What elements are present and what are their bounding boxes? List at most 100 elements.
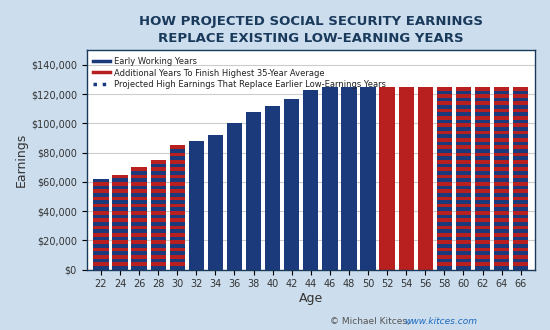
Bar <box>342 87 356 270</box>
Bar <box>494 123 509 127</box>
Bar <box>494 145 509 149</box>
Bar <box>437 90 452 94</box>
Bar <box>169 204 185 208</box>
Bar <box>475 259 490 262</box>
Bar <box>494 237 509 240</box>
Bar <box>475 237 490 240</box>
Bar <box>475 149 490 153</box>
Bar <box>112 215 128 218</box>
Bar <box>94 200 108 204</box>
Bar <box>112 259 128 262</box>
Bar <box>151 189 166 193</box>
Bar <box>94 211 108 215</box>
Bar <box>494 94 509 98</box>
Bar <box>494 266 509 270</box>
Bar <box>437 200 452 204</box>
Bar <box>513 120 529 123</box>
Bar <box>437 222 452 226</box>
Bar <box>189 141 204 270</box>
Bar <box>456 123 471 127</box>
Bar <box>169 259 185 262</box>
Bar <box>494 175 509 178</box>
Bar <box>151 240 166 244</box>
Bar <box>94 215 108 218</box>
Bar <box>494 149 509 153</box>
Bar <box>437 266 452 270</box>
Bar <box>131 262 147 266</box>
Bar <box>456 127 471 131</box>
Bar <box>475 218 490 222</box>
Bar <box>417 87 433 270</box>
Bar <box>456 171 471 175</box>
Bar <box>94 266 108 270</box>
Bar <box>456 145 471 149</box>
Bar <box>169 237 185 240</box>
Bar <box>169 171 185 175</box>
Bar <box>437 218 452 222</box>
Bar <box>169 226 185 229</box>
Bar <box>513 116 529 120</box>
Bar <box>456 233 471 237</box>
Bar <box>151 237 166 240</box>
Bar <box>284 99 299 270</box>
Bar <box>494 226 509 229</box>
Bar <box>456 138 471 142</box>
Bar <box>131 244 147 248</box>
Bar <box>227 123 242 270</box>
Bar <box>475 145 490 149</box>
Bar <box>131 255 147 259</box>
Bar <box>494 196 509 200</box>
Bar <box>494 131 509 134</box>
Bar <box>169 222 185 226</box>
Bar <box>456 116 471 120</box>
Bar <box>151 244 166 248</box>
Bar <box>513 131 529 134</box>
Bar <box>169 185 185 189</box>
Bar <box>513 94 529 98</box>
Bar <box>513 134 529 138</box>
Bar <box>513 123 529 127</box>
Bar <box>169 240 185 244</box>
Bar <box>456 149 471 153</box>
Bar <box>475 98 490 102</box>
Bar <box>475 196 490 200</box>
Bar <box>169 211 185 215</box>
Bar <box>456 160 471 164</box>
Bar <box>494 127 509 131</box>
Bar <box>151 185 166 189</box>
Bar <box>494 211 509 215</box>
Bar <box>513 196 529 200</box>
Bar <box>112 229 128 233</box>
Bar <box>169 160 185 164</box>
Bar <box>456 251 471 255</box>
Bar <box>94 196 108 200</box>
Bar <box>94 251 108 255</box>
Bar <box>475 182 490 185</box>
Bar <box>94 259 108 262</box>
Bar <box>437 153 452 156</box>
Bar <box>169 229 185 233</box>
Bar <box>112 244 128 248</box>
Bar <box>151 262 166 266</box>
Bar <box>94 262 108 266</box>
Bar <box>169 215 185 218</box>
Bar <box>494 248 509 251</box>
Bar <box>456 211 471 215</box>
Bar <box>112 218 128 222</box>
Bar <box>475 175 490 178</box>
Bar <box>456 208 471 211</box>
Bar <box>456 240 471 244</box>
Bar <box>475 142 490 145</box>
Y-axis label: Earnings: Earnings <box>15 133 28 187</box>
Bar <box>513 222 529 226</box>
Bar <box>494 120 509 123</box>
Bar <box>151 255 166 259</box>
Bar <box>437 178 452 182</box>
Bar <box>265 106 280 270</box>
Bar <box>513 105 529 109</box>
Bar <box>131 240 147 244</box>
Bar <box>513 240 529 244</box>
Bar <box>169 167 185 171</box>
Bar <box>513 237 529 240</box>
Bar <box>437 116 452 120</box>
